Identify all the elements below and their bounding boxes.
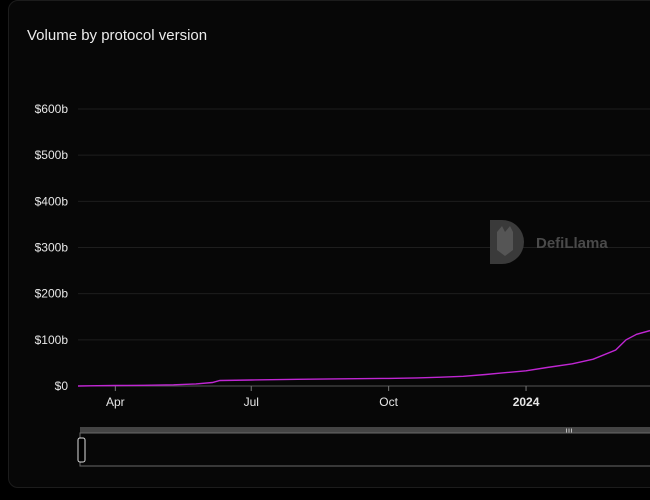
watermark: DefiLlama xyxy=(490,220,608,264)
watermark-text: DefiLlama xyxy=(536,235,608,252)
gridlines xyxy=(78,108,650,387)
y-axis: $0 $100b $200b $300b $400b $500b $600b xyxy=(35,102,69,393)
slider-frame xyxy=(79,432,650,467)
chart-panel xyxy=(8,0,650,488)
x-tick-label: Jul xyxy=(244,395,259,409)
series-lines xyxy=(77,329,650,387)
y-tick-label: $400b xyxy=(35,194,69,208)
chart-title: Volume by protocol version xyxy=(27,27,208,44)
range-slider[interactable] xyxy=(77,427,650,467)
x-tick-label: Oct xyxy=(379,395,398,409)
y-tick-label: $600b xyxy=(35,102,69,116)
x-tick-label: Apr xyxy=(106,395,125,409)
slider-track-top xyxy=(80,427,650,433)
slider-grip-icon[interactable] xyxy=(566,428,572,433)
slider-left-handle[interactable] xyxy=(77,437,86,463)
y-tick-label: $100b xyxy=(35,333,69,347)
y-tick-label: $300b xyxy=(35,241,69,255)
x-tick-label: 2024 xyxy=(513,395,540,409)
y-tick-label: $200b xyxy=(35,287,69,301)
y-tick-label: $0 xyxy=(55,379,69,393)
y-tick-label: $500b xyxy=(35,148,69,162)
defillama-logo-icon xyxy=(490,220,524,264)
x-axis: Apr Jul Oct 2024 xyxy=(106,386,540,409)
series-line xyxy=(77,329,650,387)
